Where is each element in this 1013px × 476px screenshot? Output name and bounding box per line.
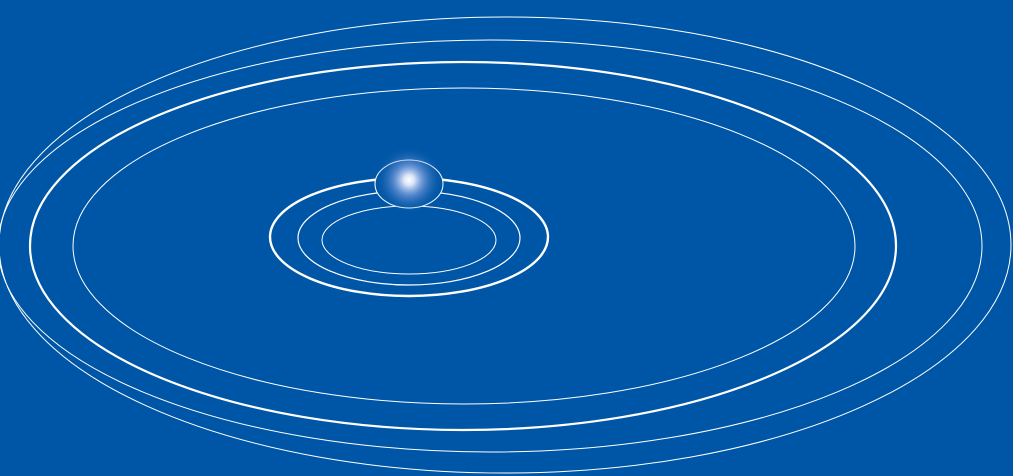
ripple [72,87,856,405]
ripple [0,39,983,453]
ripple-outer [0,16,1012,474]
ripple-thick [28,60,898,432]
glow [375,146,443,214]
